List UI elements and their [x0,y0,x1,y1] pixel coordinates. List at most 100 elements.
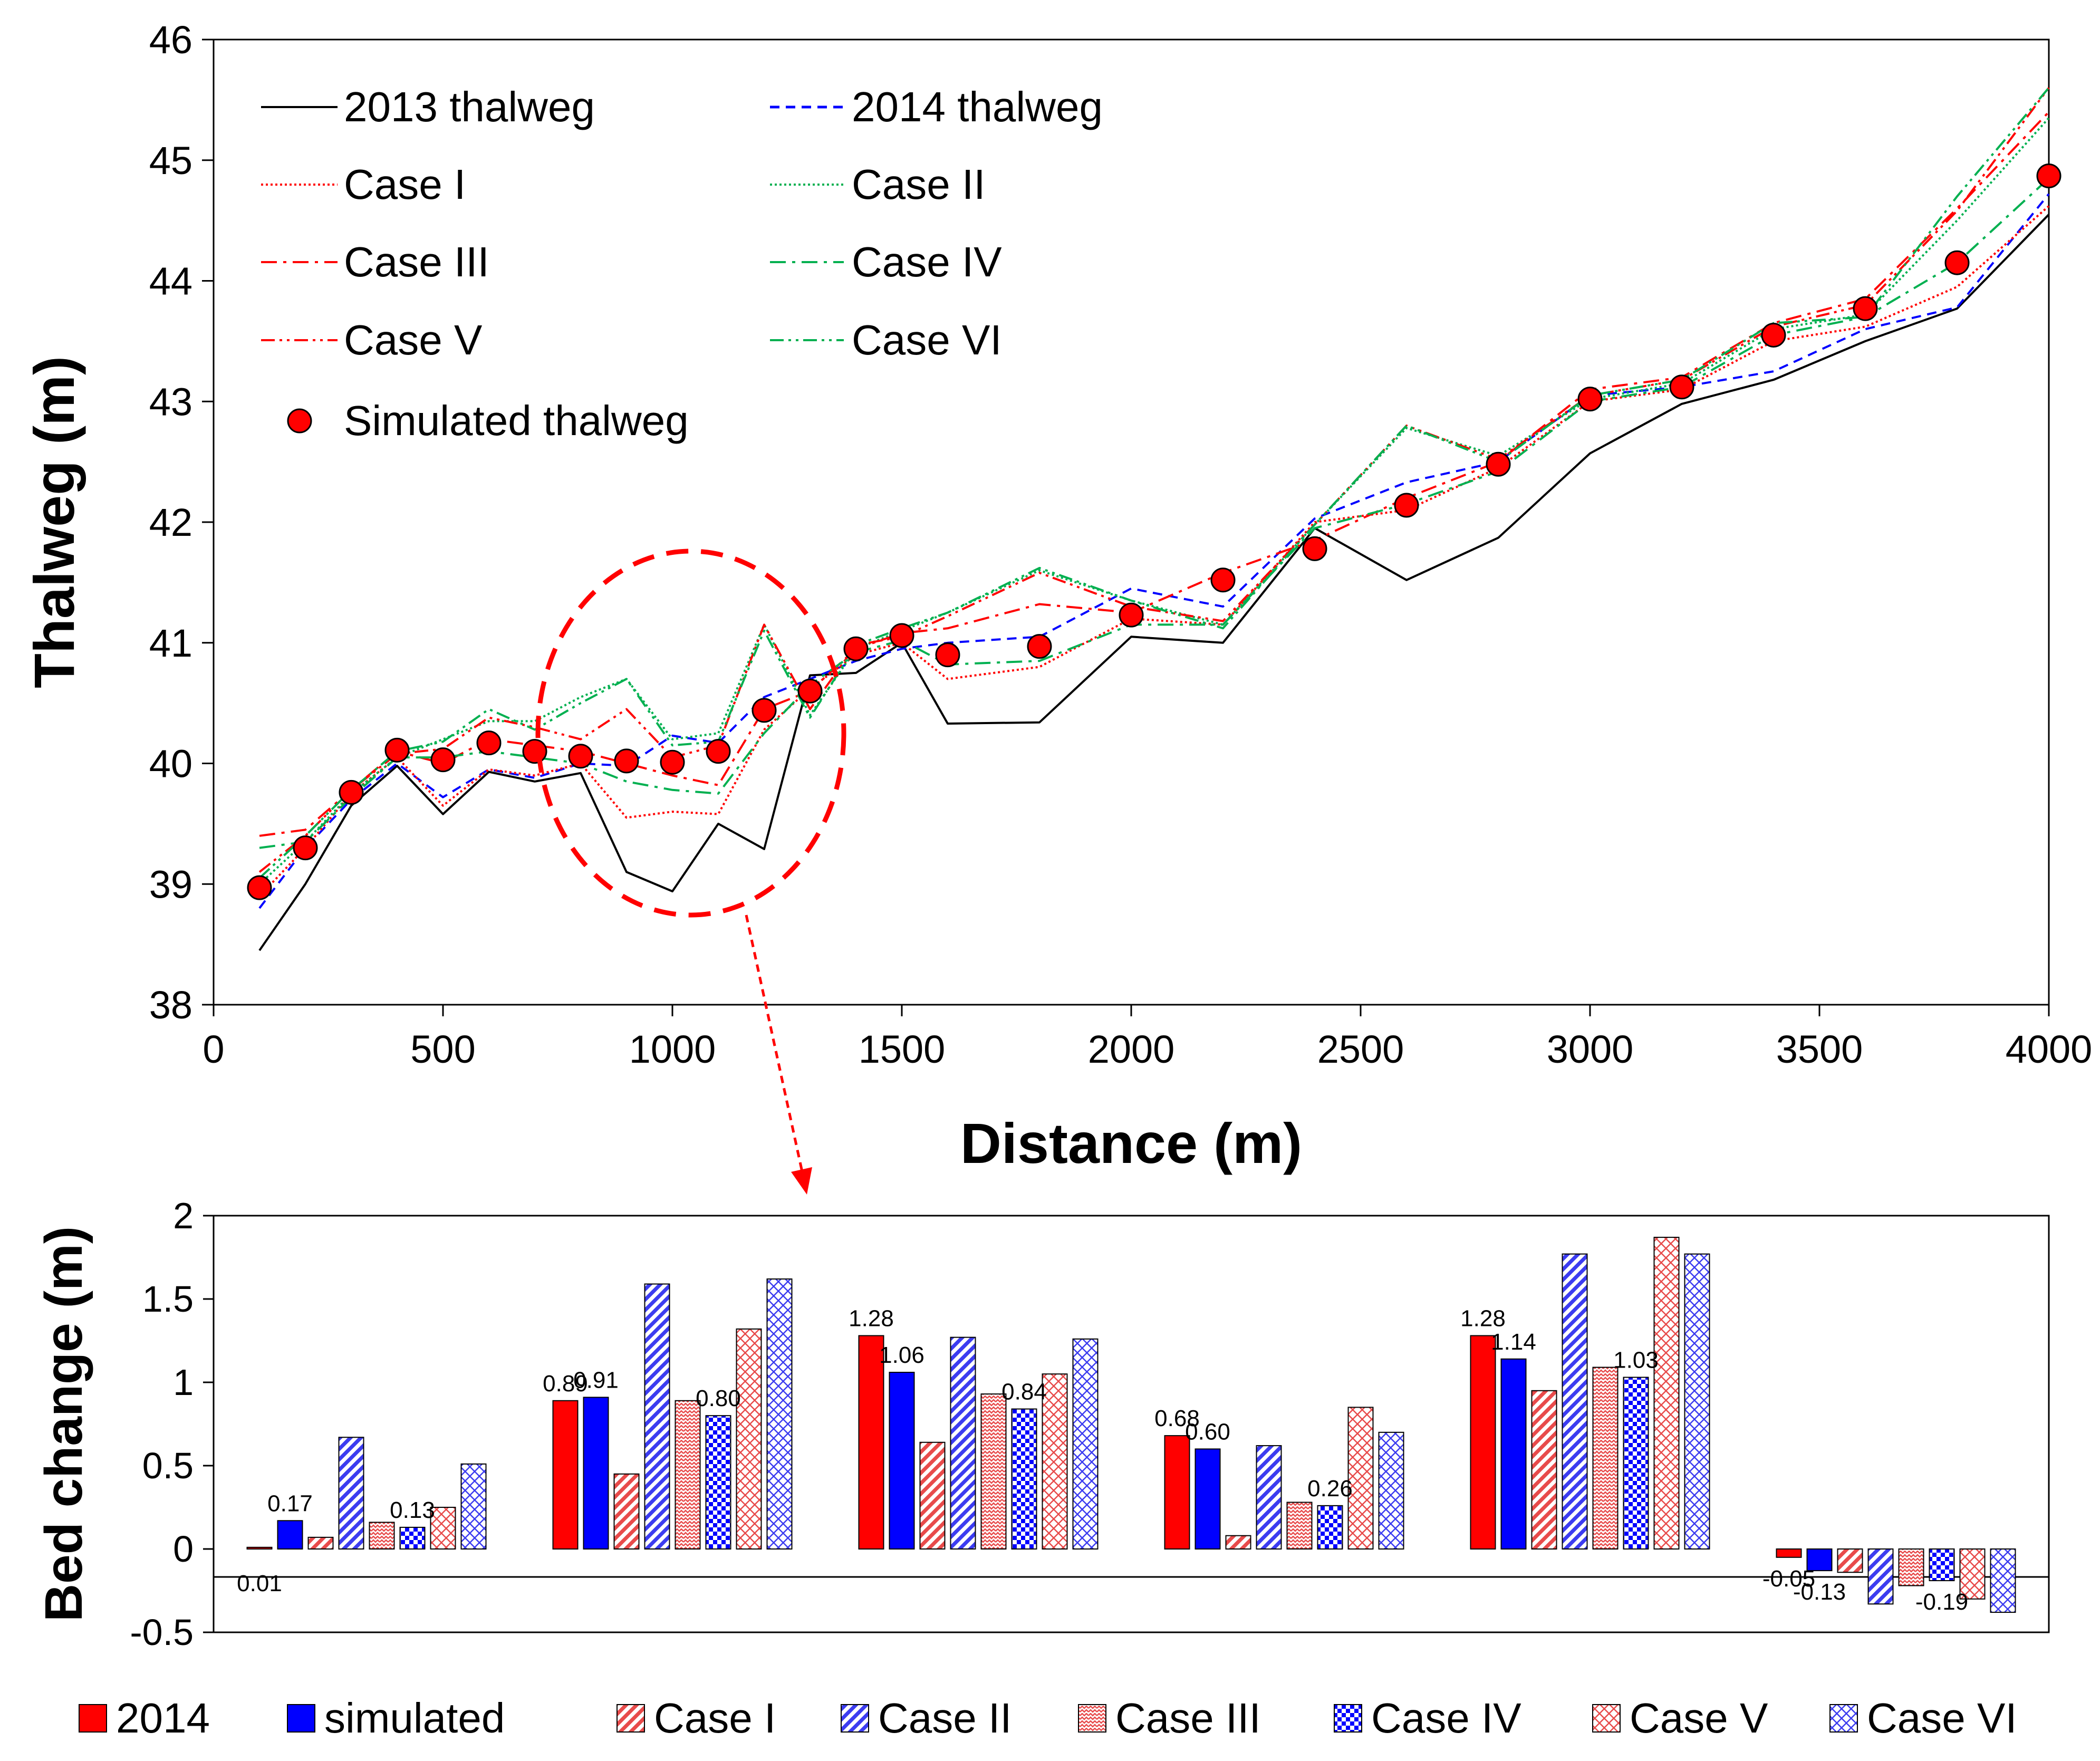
thalweg-chart: 38 39 40 41 42 43 44 45 46 0 500 1000 1500 2000 2500 3… [22,18,2092,1195]
series-line-case-iv [259,177,2050,849]
bar-simulated-group-5 [1500,1358,1527,1550]
x-tick-label-3000: 3000 [1547,1027,1634,1071]
bar-y-tick-label-0: 0 [173,1528,194,1570]
bar-legend-label-case-vi: Case VI [1867,1695,2017,1741]
bars [246,1237,2016,1613]
bar-legend-label-case-ii: Case II [878,1695,1012,1741]
bar-2014-group-5 [1470,1335,1496,1550]
bar-case-ii-group-1 [338,1437,364,1550]
simulated-point-1500 [889,623,914,648]
legend-label-simulated: Simulated thalweg [344,397,689,444]
legend-entry-case-2: Case II [770,161,985,208]
bar-case-v-group-2 [736,1328,762,1550]
bar-case-ii-group-2 [644,1283,670,1550]
bar-y-tick-label-1: 1 [173,1362,194,1403]
legend: 2013 thalweg 2014 thalweg Case I Case II… [261,83,1103,444]
bar-case-iii-group-4 [1286,1502,1313,1550]
bar-case-v-group-4 [1347,1407,1374,1550]
bar-case-iii-group-3 [980,1393,1007,1550]
bar-label-simulated-group-5: 1.14 [1491,1329,1536,1355]
series-line-case-iii [259,111,2050,837]
legend-label-case-2: Case II [852,161,985,208]
bar-legend-swatch-simulated [287,1704,315,1733]
bar-case-vi-group-3 [1072,1338,1099,1550]
bar-simulated-group-1 [277,1520,303,1550]
bar-case-v-group-5 [1653,1237,1680,1550]
bar-label-case-iv-group-5: 1.03 [1613,1348,1659,1373]
bar-y-axis-title: Bed change (m) [34,1226,93,1622]
bar-legend-label-simulated: simulated [324,1695,505,1741]
bar-legend-label-case-i: Case I [654,1695,776,1741]
y-tick-label-45: 45 [149,139,192,182]
bar-label-case-iv-group-1: 0.13 [390,1497,435,1523]
bar-label-simulated-group-6: -0.13 [1793,1579,1846,1605]
legend-label-case-3: Case III [344,238,489,285]
simulated-point-1800 [1027,634,1052,659]
bar-case-vi-group-4 [1378,1431,1404,1550]
bar-case-iii-group-2 [675,1400,701,1550]
bar-label-2014-group-4: 0.68 [1154,1406,1200,1431]
legend-entry-simulated-thalweg: Simulated thalweg [287,397,689,444]
x-tick-label-2000: 2000 [1088,1027,1175,1071]
bar-case-i-group-4 [1225,1535,1251,1550]
series-line-case-vi [258,87,2050,879]
bar-2014-group-2 [552,1400,579,1550]
bar-legend-swatch-case-ii [841,1704,869,1733]
simulated-point-800 [568,744,593,769]
bar-case-vi-group-5 [1684,1253,1710,1550]
simulated-point-1400 [843,636,869,661]
series-lines [258,87,2050,951]
bar-legend-label-case-v: Case V [1630,1695,1768,1741]
simulated-point-1000 [660,749,685,775]
simulated-point-200 [293,835,318,861]
legend-label-2013: 2013 thalweg [344,83,595,130]
legend-marker-simulated [287,408,312,434]
bar-case-iii-group-1 [369,1522,395,1550]
bar-legend-swatch-case-iii [1078,1704,1106,1733]
legend-entry-case-1: Case I [261,161,466,208]
bar-legend-swatch-case-iv [1334,1704,1362,1733]
bar-case-iv-group-4 [1317,1505,1343,1550]
series-line-2014-thalweg [258,193,2050,909]
legend-entry-case-5: Case V [261,316,483,363]
bar-legend: 2014 simulated Case I Case II Case III Case I… [79,1695,2017,1741]
bar-simulated-group-4 [1195,1448,1221,1550]
bar-label-case-iv-group-6: -0.19 [1915,1589,1968,1615]
bar-2014-group-4 [1164,1435,1190,1550]
y-tick-label-43: 43 [149,380,192,424]
legend-label-2014: 2014 thalweg [852,83,1103,130]
bar-label-case-iv-group-2: 0.80 [696,1385,741,1411]
bar-case-iv-group-5 [1623,1377,1649,1550]
bar-case-ii-group-6 [1867,1548,1894,1605]
simulated-point-3000 [1577,387,1603,412]
simulated-point-3600 [1853,296,1878,321]
bar-case-i-group-6 [1837,1548,1863,1573]
simulated-point-700 [522,739,547,764]
bar-case-v-group-1 [430,1507,456,1550]
bar-2014-group-3 [858,1335,884,1550]
bar-label-2014-group-1: 0.01 [237,1571,282,1596]
simulated-point-500 [430,747,456,773]
x-tick-label-500: 500 [410,1027,475,1071]
series-line-case-ii [258,117,2050,885]
legend-label-case-4: Case IV [852,238,1002,285]
bar-label-simulated-group-2: 0.91 [573,1367,619,1393]
legend-label-case-1: Case I [344,161,466,208]
highlight-arrow-line [745,915,806,1182]
x-axis-ticks: 0 500 1000 1500 2000 2500 3000 3500 4000 [203,1005,2092,1071]
x-tick-label-1000: 1000 [629,1027,716,1071]
bar-y-tick-label-0-5: -0.5 [130,1612,194,1653]
y-axis-title: Thalweg (m) [22,356,86,688]
bar-case-iii-group-6 [1898,1548,1924,1586]
x-tick-label-3500: 3500 [1776,1027,1863,1071]
bar-label-case-iv-group-4: 0.26 [1307,1476,1353,1502]
bar-case-iv-group-3 [1011,1408,1037,1550]
bar-simulated-group-2 [583,1397,609,1550]
simulated-point-100 [247,875,272,900]
bar-case-i-group-2 [613,1473,640,1550]
bar-y-tick-label-1-5: 1.5 [142,1278,194,1320]
bar-y-tick-label-0-5: 0.5 [142,1445,194,1486]
y-tick-label-40: 40 [149,742,192,786]
legend-label-case-6: Case VI [852,316,1002,363]
